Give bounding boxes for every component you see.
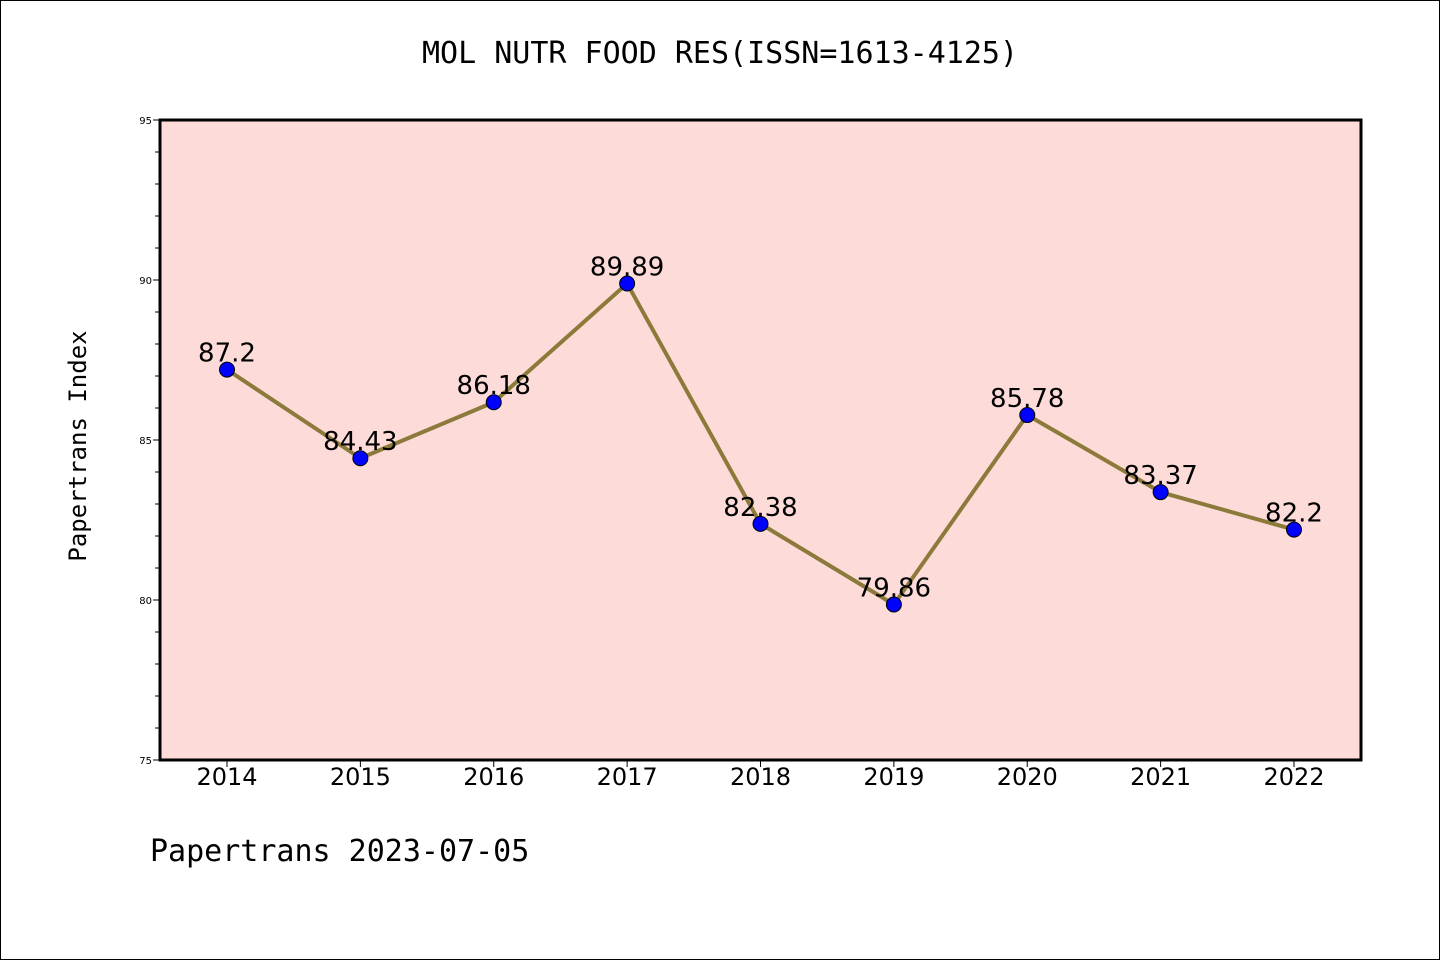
x-tick-label: 2020 bbox=[997, 763, 1058, 791]
x-tick-label: 2019 bbox=[863, 763, 924, 791]
x-tick-label: 2021 bbox=[1130, 763, 1191, 791]
x-tick-label: 2015 bbox=[330, 763, 391, 791]
data-label: 89.89 bbox=[590, 253, 664, 283]
data-point bbox=[1019, 407, 1036, 424]
data-label: 83.37 bbox=[1123, 461, 1197, 491]
y-tick-label: 95 bbox=[139, 116, 152, 127]
data-point bbox=[752, 515, 769, 532]
data-label: 86.18 bbox=[457, 371, 531, 401]
y-tick-label: 75 bbox=[139, 756, 152, 767]
plot-area bbox=[158, 118, 1363, 762]
data-point bbox=[885, 596, 902, 613]
data-label: 79.86 bbox=[857, 573, 931, 603]
x-tick-label: 2016 bbox=[463, 763, 524, 791]
series-group bbox=[219, 275, 1302, 613]
data-label: 87.2 bbox=[198, 339, 256, 369]
x-tick-label: 2022 bbox=[1263, 763, 1324, 791]
y-axis: 75 80 85 90 95 bbox=[139, 116, 160, 767]
data-point bbox=[1152, 484, 1169, 501]
y-tick-label: 90 bbox=[139, 276, 152, 287]
x-tick-label: 2014 bbox=[196, 763, 257, 791]
x-axis: 2014 2015 2016 2017 2018 2019 2020 2021 2022 bbox=[196, 760, 1325, 791]
data-point bbox=[485, 394, 502, 411]
data-point bbox=[619, 275, 636, 292]
footer-text: Papertrans 2023-07-05 bbox=[150, 834, 530, 869]
data-point bbox=[219, 361, 235, 378]
y-tick-label: 85 bbox=[139, 436, 152, 447]
data-point bbox=[1286, 521, 1302, 538]
data-point bbox=[352, 450, 369, 467]
data-label: 82.38 bbox=[723, 493, 797, 523]
x-tick-label: 2018 bbox=[730, 763, 791, 791]
y-tick-label: 80 bbox=[139, 596, 152, 607]
chart-title: MOL NUTR FOOD RES(ISSN=1613-4125) bbox=[421, 36, 1019, 71]
x-tick-label: 2017 bbox=[597, 763, 658, 791]
data-label: 82.2 bbox=[1265, 499, 1323, 529]
data-label: 85.78 bbox=[990, 384, 1064, 414]
data-label: 84.43 bbox=[323, 427, 397, 457]
data-labels: 87.2 84.43 86.18 89.89 82.38 79.86 85.78 83.37 8… bbox=[198, 253, 1323, 604]
